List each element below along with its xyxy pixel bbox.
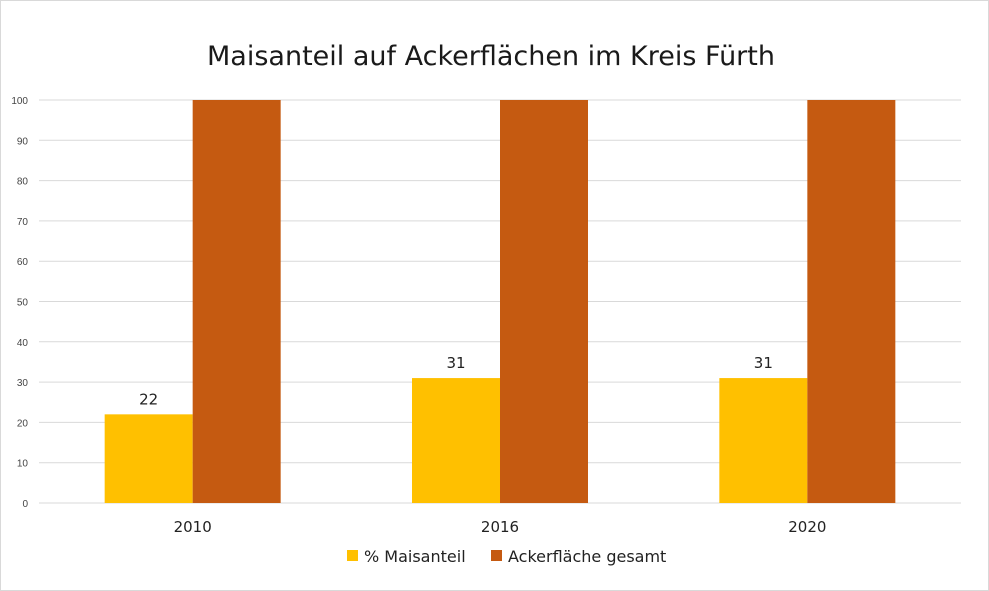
x-tick-label: 2020 (788, 518, 826, 536)
bar-maisanteil-2016 (412, 378, 500, 503)
y-tick-label: 100 (11, 96, 28, 107)
y-tick-label: 10 (17, 459, 29, 470)
legend-swatch (347, 550, 358, 561)
y-tick-label: 50 (17, 298, 29, 309)
y-tick-label: 60 (17, 257, 29, 268)
legend: % Maisanteil Ackerfläche gesamt (347, 547, 666, 566)
data-labels: 22 31 31 (139, 354, 773, 408)
legend-swatch (491, 550, 502, 561)
y-tick-label: 80 (17, 177, 29, 188)
y-tick-label: 40 (17, 338, 29, 349)
x-axis-ticks: 2010 2016 2020 (174, 518, 827, 536)
data-label: 31 (754, 354, 773, 372)
bar-ackerflaeche-2010 (192, 100, 281, 503)
y-axis-ticks: 0 10 20 30 40 50 60 70 80 90 100 (11, 96, 28, 510)
bars (104, 100, 896, 503)
y-tick-label: 70 (17, 217, 29, 228)
y-tick-label: 30 (17, 378, 29, 389)
y-tick-label: 0 (22, 499, 28, 510)
x-tick-label: 2016 (481, 518, 519, 536)
y-tick-label: 90 (17, 136, 29, 147)
bar-maisanteil-2020 (719, 378, 808, 503)
legend-label: Ackerfläche gesamt (508, 547, 666, 566)
data-label: 31 (446, 354, 465, 372)
data-label: 22 (139, 390, 158, 408)
bar-ackerflaeche-2020 (807, 100, 896, 503)
bar-ackerflaeche-2016 (500, 100, 588, 503)
y-tick-label: 20 (17, 418, 29, 429)
chart-title: Maisanteil auf Ackerflächen im Kreis Für… (207, 41, 775, 72)
legend-label: % Maisanteil (364, 547, 466, 566)
x-tick-label: 2010 (174, 518, 212, 536)
bar-maisanteil-2010 (104, 414, 193, 503)
